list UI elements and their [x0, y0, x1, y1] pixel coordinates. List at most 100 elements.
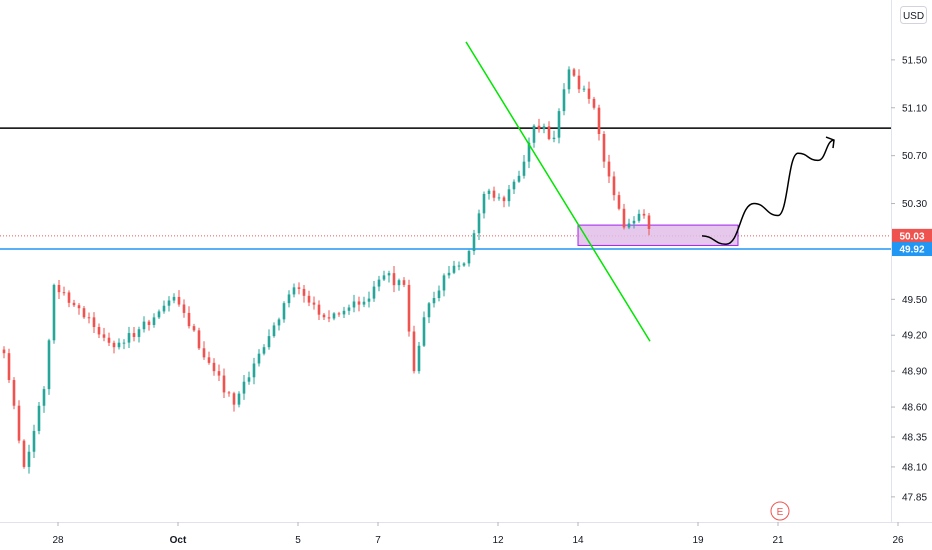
time-tick-label: 7 — [375, 535, 381, 546]
price-label-badge — [892, 242, 932, 257]
candle-body — [77, 305, 81, 309]
candle-body — [342, 310, 346, 315]
candle-body — [197, 330, 201, 349]
candle-body — [92, 317, 96, 328]
candle-body — [42, 389, 46, 406]
trendline-group[interactable] — [465, 41, 651, 342]
price-tick-label: 51.50 — [902, 55, 927, 66]
candle-body — [87, 317, 91, 319]
time-tick-label: 12 — [492, 535, 504, 546]
candle-body — [457, 265, 461, 267]
candle-body — [167, 300, 171, 306]
candle-body — [57, 284, 61, 293]
candle-body — [497, 197, 501, 199]
support-zone-group[interactable] — [577, 224, 739, 246]
time-tick-label: Oct — [170, 535, 187, 546]
candle-body — [272, 325, 276, 337]
candle-body — [157, 311, 161, 318]
currency-badge[interactable] — [900, 6, 927, 24]
candle-body — [362, 301, 366, 305]
candle-body — [232, 393, 236, 405]
price-label-text: 50.03 — [899, 231, 924, 242]
candle-body — [152, 317, 156, 325]
support-zone-rectangle[interactable] — [577, 224, 739, 246]
price-tick-label: 49.20 — [902, 331, 927, 342]
candle-body — [297, 287, 301, 289]
price-labels: 50.03 49.92 — [892, 228, 932, 257]
candle-body — [447, 272, 451, 276]
candle-body — [537, 125, 541, 130]
candle-body — [182, 304, 186, 313]
time-tick-label: 28 — [52, 535, 64, 546]
candle-body — [372, 286, 376, 299]
earnings-marker-icon[interactable] — [770, 501, 790, 521]
candle-body — [387, 273, 391, 276]
candle-body — [267, 336, 271, 348]
price-tick-label: 47.85 — [902, 492, 927, 503]
candle-body — [512, 181, 516, 190]
candle-body — [302, 288, 306, 296]
candle-body — [647, 215, 651, 229]
time-tick-label: 21 — [772, 535, 784, 546]
forecast-group[interactable] — [701, 136, 835, 245]
forecast-path[interactable] — [701, 139, 835, 245]
candle-body — [292, 287, 296, 295]
candle-body — [442, 275, 446, 291]
candle-body — [382, 275, 386, 280]
candle-body — [82, 308, 86, 318]
candle-body — [62, 292, 66, 294]
candle-body — [552, 137, 556, 140]
candle-body — [572, 69, 576, 76]
price-tick-label: 49.50 — [902, 295, 927, 306]
time-tick-label: 5 — [295, 535, 301, 546]
candle-body — [202, 348, 206, 358]
candle-body — [327, 317, 331, 319]
candle-body — [502, 197, 506, 202]
candle-body — [612, 176, 616, 196]
candle-body — [162, 305, 166, 312]
horizontal-lines[interactable] — [0, 127, 891, 250]
downtrend-line[interactable] — [465, 41, 651, 342]
candle-body — [557, 111, 561, 138]
candle-body — [12, 380, 16, 406]
candle-body — [122, 342, 126, 344]
candle-body — [377, 279, 381, 287]
candle-body — [2, 349, 6, 354]
candle-body — [32, 430, 36, 452]
candle-body — [317, 304, 321, 315]
candle-body — [417, 345, 421, 372]
candle-body — [627, 223, 631, 228]
candle-body — [207, 357, 211, 363]
candle-body — [617, 195, 621, 209]
price-label-text: 49.92 — [899, 245, 924, 256]
candle-body — [637, 213, 641, 221]
candle-body — [282, 303, 286, 320]
candle-body — [427, 303, 431, 318]
candle-body — [437, 290, 441, 299]
time-tick-label: 19 — [692, 535, 704, 546]
candle-body — [217, 371, 221, 376]
candle-body — [492, 190, 496, 198]
candle-body — [52, 284, 56, 341]
candle-body — [412, 331, 416, 372]
candle-body — [392, 273, 396, 286]
candle-body — [322, 314, 326, 318]
earnings-marker-label: E — [777, 507, 784, 518]
candle-body — [132, 333, 136, 337]
candle-body — [227, 392, 231, 394]
candle-body — [547, 126, 551, 140]
price-axis-ticks[interactable]: 51.50 51.10 50.70 50.30 49.50 49.20 48.90 48.60… — [891, 55, 927, 503]
candle-body — [407, 284, 411, 332]
candle-body — [507, 189, 511, 202]
candle-body — [137, 329, 141, 337]
candle-body — [522, 161, 526, 176]
candle-body — [37, 405, 41, 431]
candle-body — [72, 302, 76, 306]
candle-body — [632, 220, 636, 224]
time-axis-ticks[interactable]: 28 Oct 5 7 12 14 19 21 26 — [52, 522, 904, 546]
time-tick-label: 14 — [572, 535, 584, 546]
candle-body — [562, 89, 566, 112]
candle-body — [347, 307, 351, 311]
